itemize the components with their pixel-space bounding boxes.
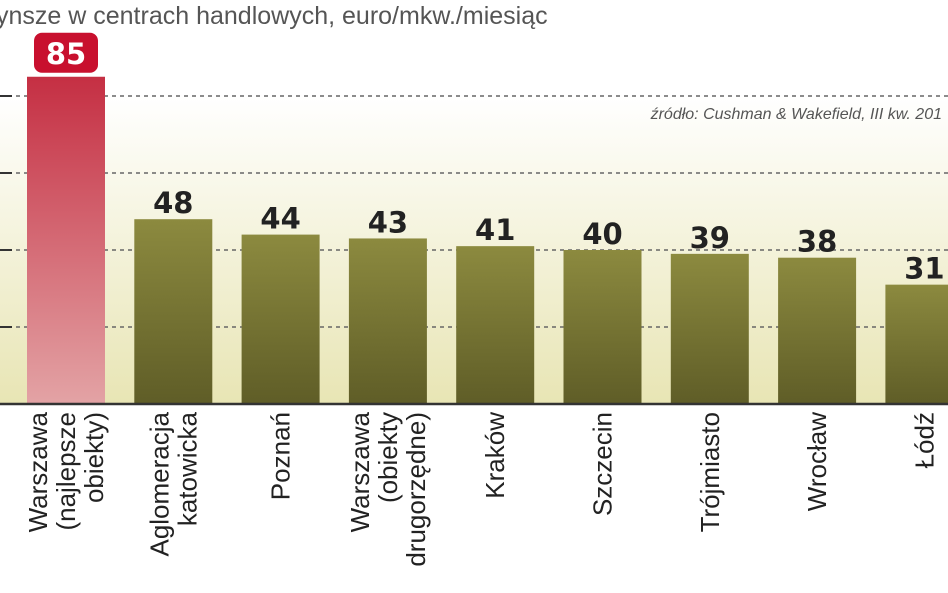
- value-label: 43: [368, 205, 408, 239]
- value-label: 85: [46, 37, 86, 71]
- value-label: 48: [153, 186, 193, 220]
- category-label-line: Wrocław: [802, 412, 832, 511]
- category-label-line: Warszawa: [345, 411, 375, 532]
- category-label-line: (obiekty: [373, 412, 403, 503]
- value-label: 44: [260, 202, 300, 236]
- category-label-line: Szczecin: [588, 412, 618, 516]
- bar: [456, 246, 535, 404]
- value-label: 41: [475, 213, 515, 247]
- value-label: 31: [904, 252, 944, 286]
- category-label: Kraków: [480, 412, 510, 499]
- category-label-line: Poznań: [266, 412, 296, 500]
- bar: [241, 234, 320, 404]
- bar: [670, 253, 749, 404]
- bar: [885, 284, 948, 404]
- category-label-line: Aglomeracja: [144, 411, 174, 556]
- category-label-line: Trójmiasto: [695, 412, 725, 532]
- value-label: 38: [797, 225, 837, 259]
- category-label-line: Łódź: [909, 412, 939, 468]
- chart-title: ynsze w centrach handlowych, euro/mkw./m…: [0, 2, 548, 30]
- category-label-line: katowicka: [172, 411, 202, 526]
- category-label: Łódź: [909, 412, 939, 468]
- bar: [778, 257, 857, 404]
- category-label-line: obiekty): [79, 412, 109, 503]
- value-label: 40: [582, 217, 622, 251]
- category-label: Poznań: [266, 412, 296, 500]
- bar: [348, 238, 427, 404]
- category-label: Trójmiasto: [695, 412, 725, 532]
- bar: [27, 76, 105, 404]
- bar: [563, 250, 642, 404]
- source-note: źródło: Cushman & Wakefield, III kw. 201: [650, 106, 942, 123]
- category-label: Wrocław: [802, 412, 832, 511]
- category-label-line: (najlepsze: [51, 412, 81, 531]
- category-label: Szczecin: [588, 412, 618, 516]
- bar: [134, 219, 213, 404]
- value-badge: [34, 32, 98, 73]
- category-label-line: drugorzędne): [401, 412, 431, 567]
- category-label-line: Kraków: [480, 412, 510, 499]
- value-label: 39: [690, 221, 730, 255]
- category-label-line: Warszawa: [23, 411, 53, 532]
